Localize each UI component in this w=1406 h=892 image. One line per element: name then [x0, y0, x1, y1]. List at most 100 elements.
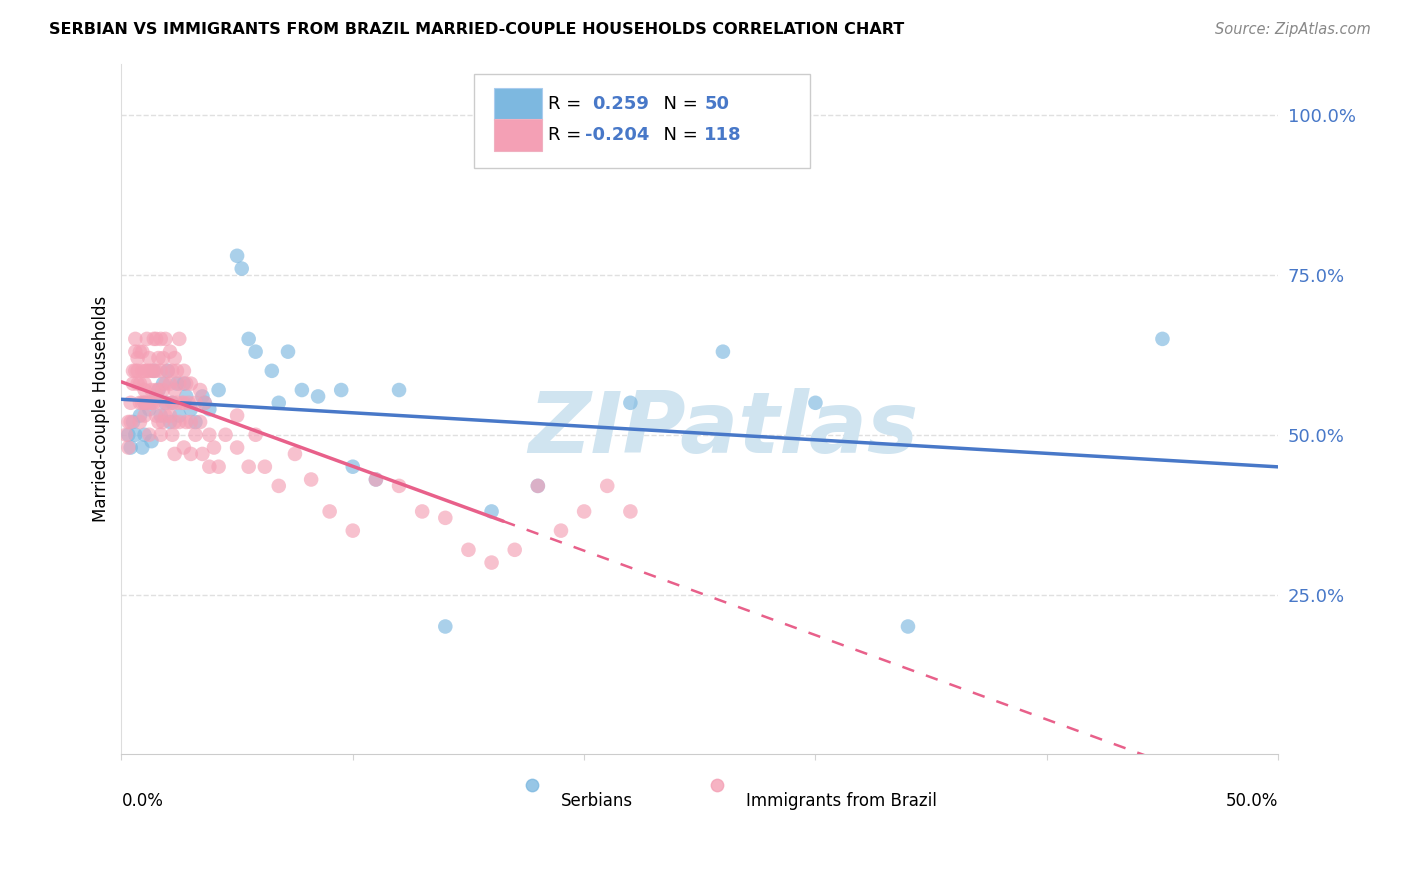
Point [148, 383, 170, 397]
Point [134, 383, 156, 397]
Point [166, 396, 188, 410]
Point [260, 364, 283, 378]
Point [122, 376, 145, 391]
Point [188, 415, 211, 429]
Point [117, 441, 139, 455]
Point [149, 427, 172, 442]
Point [142, 332, 165, 346]
Point [267, 396, 290, 410]
Point [388, 479, 411, 493]
Point [149, 364, 172, 378]
Point [481, 504, 503, 518]
Point [142, 364, 165, 378]
Point [159, 344, 181, 359]
Point [457, 542, 479, 557]
Point [169, 332, 191, 346]
Point [364, 473, 387, 487]
Point [135, 364, 157, 378]
Point [503, 542, 526, 557]
Point [291, 383, 314, 397]
Point [129, 409, 152, 423]
Point [124, 332, 146, 346]
Point [173, 396, 195, 410]
Point [129, 415, 152, 429]
Point [245, 344, 267, 359]
Point [173, 364, 195, 378]
Point [170, 396, 193, 410]
Text: -0.204: -0.204 [585, 126, 650, 145]
Point [184, 415, 207, 429]
Point [481, 556, 503, 570]
Point [318, 504, 340, 518]
Point [267, 479, 290, 493]
Point [134, 409, 156, 423]
Text: R =: R = [548, 95, 593, 113]
Point [142, 364, 165, 378]
Point [166, 376, 188, 391]
Point [145, 409, 167, 423]
Point [202, 441, 225, 455]
Point [120, 396, 142, 410]
Point [180, 402, 202, 417]
Point [180, 447, 202, 461]
Point [388, 383, 411, 397]
Text: Serbians: Serbians [561, 792, 633, 810]
Point [931, 776, 953, 790]
Text: ZIPatlas: ZIPatlas [527, 388, 918, 471]
Point [231, 261, 253, 276]
Point [527, 479, 550, 493]
Point [156, 396, 179, 410]
Point [141, 396, 163, 410]
Text: 0.0%: 0.0% [121, 792, 163, 810]
Point [162, 364, 184, 378]
Point [152, 351, 174, 365]
Point [145, 389, 167, 403]
Point [897, 619, 920, 633]
Point [226, 441, 249, 455]
Point [198, 402, 221, 417]
Point [135, 332, 157, 346]
Point [155, 396, 177, 410]
Point [299, 473, 322, 487]
Point [163, 383, 186, 397]
Point [159, 409, 181, 423]
Point [142, 396, 165, 410]
Point [1152, 332, 1174, 346]
Text: Immigrants from Brazil: Immigrants from Brazil [747, 792, 936, 810]
Point [166, 364, 188, 378]
FancyBboxPatch shape [494, 88, 543, 120]
Point [191, 389, 214, 403]
Point [156, 364, 179, 378]
Point [174, 376, 197, 391]
Point [411, 504, 433, 518]
Point [131, 364, 153, 378]
FancyBboxPatch shape [494, 120, 543, 151]
Point [434, 511, 457, 525]
Point [138, 427, 160, 442]
Point [804, 396, 827, 410]
Point [174, 415, 197, 429]
Point [155, 376, 177, 391]
Point [145, 364, 167, 378]
Point [155, 332, 177, 346]
Point [174, 389, 197, 403]
Text: N =: N = [652, 95, 704, 113]
Point [434, 619, 457, 633]
Point [138, 402, 160, 417]
Point [711, 344, 734, 359]
Point [184, 427, 207, 442]
Point [277, 344, 299, 359]
Point [180, 415, 202, 429]
Point [120, 441, 142, 455]
Text: N =: N = [652, 126, 704, 145]
Point [131, 441, 153, 455]
Point [159, 376, 181, 391]
Point [619, 504, 641, 518]
Point [117, 427, 139, 442]
Point [148, 351, 170, 365]
Point [117, 415, 139, 429]
Point [169, 409, 191, 423]
Point [120, 415, 142, 429]
Point [364, 473, 387, 487]
Point [163, 415, 186, 429]
